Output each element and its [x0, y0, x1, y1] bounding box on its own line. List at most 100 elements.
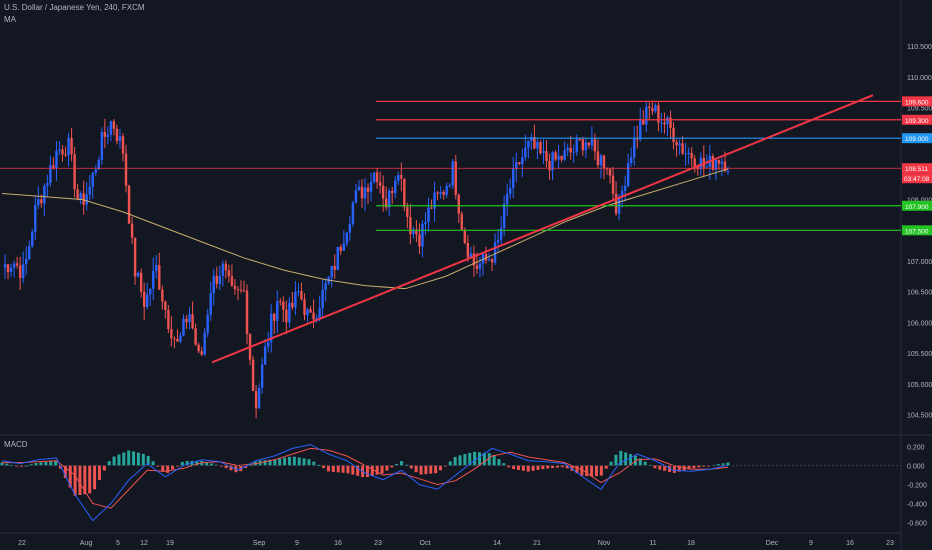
price-tick-label: 107.000: [907, 259, 932, 266]
macd-hist-bar: [195, 460, 199, 466]
candle-body: [409, 217, 412, 235]
macd-hist-bar: [380, 465, 384, 474]
candle-body: [46, 183, 49, 186]
candle-body: [596, 151, 600, 166]
macd-hist-bar: [200, 460, 204, 466]
candle-body: [197, 344, 200, 352]
macd-hist-bar: [575, 465, 579, 474]
candle-body: [276, 301, 279, 321]
chart-header-title: U.S. Dollar / Japanese Yen, 240, FXCM: [4, 3, 145, 12]
candle-body: [657, 105, 660, 123]
candle-body: [645, 106, 648, 125]
level-price-tag: [902, 96, 932, 107]
candle-body: [330, 265, 333, 278]
candle-body: [191, 314, 194, 329]
candle-body: [460, 213, 463, 230]
candle-body: [55, 150, 58, 168]
macd-hist-bar: [146, 455, 150, 466]
price-tick-label: 106.500: [907, 290, 932, 297]
candle-body: [203, 332, 206, 355]
candle-body: [142, 291, 146, 307]
candle-body: [578, 139, 581, 141]
candle-body: [605, 168, 609, 170]
candle-body: [236, 289, 240, 291]
macd-hist-bar: [341, 465, 345, 473]
candle-body: [626, 163, 630, 186]
candle-body: [490, 259, 494, 263]
time-tick-label: 11: [649, 540, 656, 547]
macd-hist-bar: [24, 465, 28, 467]
candle-body: [309, 309, 312, 313]
macd-hist-bar: [609, 461, 613, 466]
macd-hist-bar: [458, 455, 462, 466]
candle-body: [345, 232, 349, 244]
macd-hist-bar: [302, 458, 306, 466]
macd-hist-bar: [448, 461, 452, 466]
macd-hist-bar: [555, 465, 559, 468]
candle-body: [648, 106, 651, 109]
candle-body: [614, 193, 618, 214]
macd-hist-bar: [385, 465, 389, 471]
candle-body: [158, 265, 161, 290]
candle-body: [6, 264, 10, 273]
macd-hist-bar: [210, 463, 214, 466]
candle-body: [354, 190, 358, 203]
candle-body: [536, 142, 539, 149]
candle-body: [79, 193, 82, 200]
candle-body: [542, 150, 545, 154]
time-tick-label: 16: [846, 540, 854, 547]
macd-hist-bar: [78, 465, 82, 496]
macd-hist-bar: [604, 465, 608, 469]
macd-hist-bar: [268, 459, 272, 466]
macd-hist-bar: [541, 465, 545, 470]
time-tick-label: 19: [166, 540, 174, 547]
macd-hist-bar: [409, 465, 413, 469]
candle-body: [218, 275, 221, 284]
candle-body: [714, 159, 718, 170]
candle-body: [12, 263, 16, 268]
candle-body: [103, 132, 107, 137]
macd-hist-bar: [297, 457, 301, 466]
candle-body: [384, 198, 388, 208]
candle-body: [215, 275, 218, 284]
macd-hist-bar: [653, 465, 657, 469]
candle-body: [18, 265, 22, 279]
time-tick-label: 22: [18, 540, 26, 547]
price-tick-label: 106.000: [907, 320, 932, 327]
candle-body: [442, 192, 445, 195]
time-tick-label: 12: [140, 540, 148, 547]
macd-hist-bar: [716, 464, 720, 466]
candle-body: [360, 186, 364, 199]
candle-body: [527, 140, 530, 148]
candle-body: [642, 120, 645, 125]
candle-body: [176, 338, 179, 342]
candle-body: [726, 170, 730, 172]
candle-body: [260, 364, 264, 388]
candle-body: [109, 121, 113, 135]
candle-body: [593, 139, 597, 152]
macd-hist-bar: [122, 452, 126, 466]
candle-body: [179, 335, 182, 342]
candle-body: [257, 387, 261, 409]
candle-body: [539, 142, 542, 154]
candle-body: [639, 120, 642, 140]
candle-body: [584, 142, 588, 151]
macd-hist-bar: [44, 461, 48, 466]
candle-body: [339, 246, 342, 251]
candle-body: [463, 229, 467, 243]
candle-body: [433, 192, 436, 209]
level-price-label: 107.500: [905, 228, 929, 235]
indicator-label: MA: [4, 15, 16, 24]
time-tick-label: Aug: [80, 540, 93, 547]
candle-body: [70, 137, 73, 155]
candle-body: [705, 166, 709, 168]
candle-body: [502, 204, 506, 229]
candle-body: [566, 147, 569, 151]
macd-hist-bar: [463, 454, 467, 466]
price-tick-label: 105.500: [907, 351, 932, 358]
time-tick-label: 23: [886, 540, 894, 547]
macd-hist-bar: [63, 465, 67, 479]
candle-body: [251, 359, 255, 392]
time-tick-label: Sep: [253, 540, 266, 547]
